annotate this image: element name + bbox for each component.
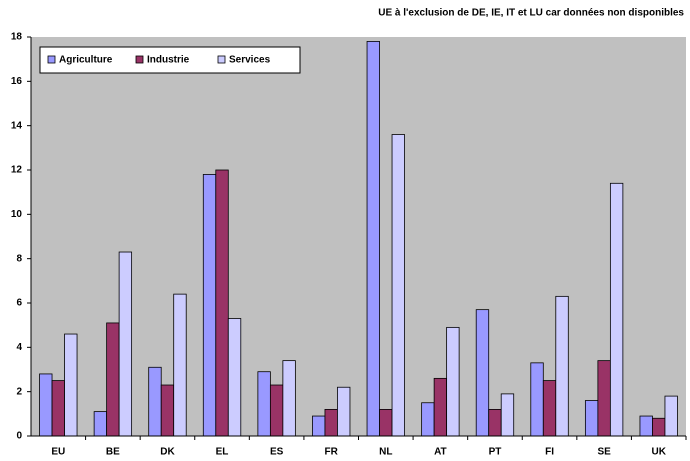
x-tick-label: DK	[160, 447, 175, 458]
legend-label: Agriculture	[59, 55, 113, 66]
legend-swatch	[47, 55, 56, 64]
bar	[257, 371, 271, 437]
bar	[500, 393, 515, 437]
plot-area	[31, 37, 686, 436]
x-tick-label: BE	[106, 447, 120, 458]
y-tick-label: 6	[16, 298, 22, 309]
y-tick-label: 10	[11, 209, 23, 220]
x-tick-label: FI	[545, 447, 554, 458]
bar	[584, 400, 599, 437]
bar	[366, 41, 380, 437]
x-tick-label: EL	[216, 447, 229, 458]
bar	[106, 322, 120, 437]
legend-swatch	[217, 55, 226, 64]
x-tick-label: UK	[651, 447, 666, 458]
bar	[282, 360, 296, 437]
y-tick-label: 2	[16, 386, 22, 397]
legend-label: Services	[229, 55, 271, 66]
bar	[93, 411, 108, 437]
bar	[118, 251, 133, 437]
y-tick-label: 12	[11, 165, 23, 176]
bar	[530, 362, 544, 437]
x-tick-label: EU	[51, 447, 65, 458]
bar	[488, 408, 502, 437]
bar	[475, 309, 490, 437]
bar	[664, 395, 678, 437]
bar	[555, 295, 569, 437]
y-tick-label: 8	[16, 253, 22, 264]
x-tick-label: PT	[489, 447, 502, 458]
bar	[215, 169, 229, 437]
bar	[391, 134, 405, 437]
bar	[639, 415, 653, 437]
bar	[202, 174, 217, 437]
bar	[446, 326, 460, 437]
y-tick-label: 14	[11, 120, 23, 131]
y-tick-label: 16	[11, 76, 23, 87]
y-tick-label: 4	[16, 342, 22, 353]
bar	[64, 333, 78, 437]
bar	[312, 415, 326, 437]
bar	[379, 408, 393, 437]
annotation: UE à l'exclusion de DE, IE, IT et LU car…	[378, 8, 684, 19]
bar	[173, 293, 187, 437]
bar	[269, 384, 284, 437]
legend-box	[39, 46, 301, 74]
bar	[337, 386, 351, 437]
bar	[148, 366, 162, 437]
legend-swatch	[135, 55, 144, 64]
bar	[39, 373, 53, 437]
bar	[542, 380, 557, 437]
x-tick-label: ES	[270, 447, 284, 458]
bar	[51, 380, 65, 437]
x-tick-label: AT	[434, 447, 447, 458]
bar	[652, 417, 666, 437]
x-tick-label: SE	[597, 447, 611, 458]
bar	[609, 182, 624, 437]
bar	[421, 402, 435, 437]
bar	[597, 360, 611, 437]
bar	[324, 408, 338, 437]
legend-label: Industrie	[147, 55, 190, 66]
y-tick-label: 0	[16, 431, 22, 442]
bar	[160, 384, 175, 437]
bar	[433, 377, 448, 437]
y-tick-label: 18	[11, 32, 23, 43]
bar	[227, 318, 242, 437]
x-tick-label: NL	[379, 447, 392, 458]
x-tick-label: FR	[325, 447, 339, 458]
